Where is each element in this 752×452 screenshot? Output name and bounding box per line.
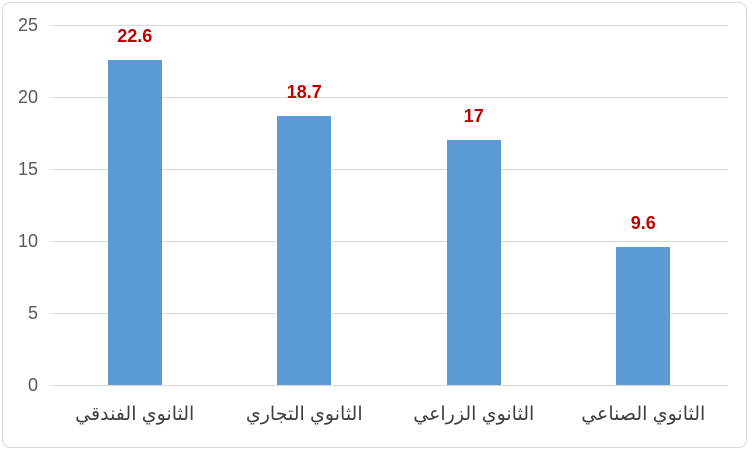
data-label: 9.6 — [630, 212, 656, 233]
bar — [107, 59, 162, 385]
gridline — [50, 385, 728, 386]
gridline — [50, 169, 728, 170]
data-label: 22.6 — [117, 25, 153, 46]
data-label: 17 — [463, 106, 484, 127]
y-tick-label: 25 — [17, 15, 38, 35]
bar — [277, 115, 332, 385]
category-label: الثانوي التجاري — [245, 404, 363, 425]
gridline — [50, 97, 728, 98]
category-label: الثانوي الزراعي — [413, 404, 535, 425]
category-label: الثانوي الصناعي — [581, 404, 706, 425]
y-tick-label: 10 — [17, 231, 38, 251]
gridline — [50, 313, 728, 314]
y-tick-label: 5 — [27, 303, 38, 323]
y-tick-label: 0 — [27, 375, 38, 395]
y-tick-label: 15 — [17, 159, 38, 179]
gridline — [50, 241, 728, 242]
gridline — [50, 25, 728, 26]
y-tick-label: 20 — [17, 87, 38, 107]
data-label: 18.7 — [286, 81, 322, 102]
bar — [446, 140, 501, 385]
category-label: الثانوي الفندقي — [75, 404, 195, 425]
bar — [616, 246, 671, 385]
